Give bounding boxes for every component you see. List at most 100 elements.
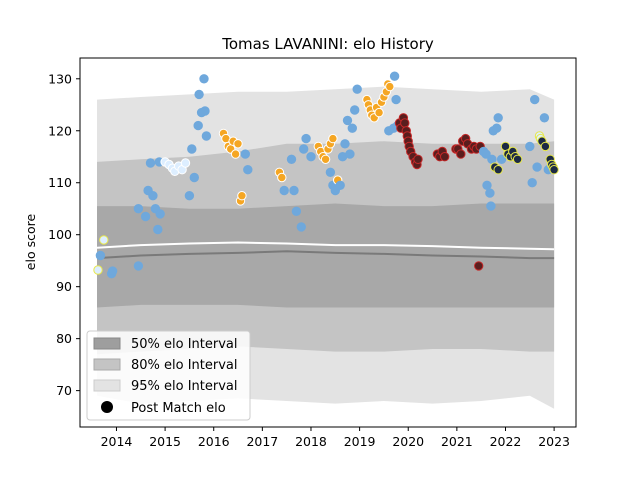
elo-point bbox=[201, 131, 212, 141]
elo-point bbox=[530, 94, 540, 105]
elo-point bbox=[342, 115, 353, 126]
elo-point bbox=[291, 206, 302, 217]
y-tick-label: 90 bbox=[56, 279, 72, 294]
x-tick-label: 2023 bbox=[538, 434, 570, 449]
x-axis: 2014 2015 2016 2017 2018 2019 2020 2021 2022 2023 bbox=[101, 427, 570, 449]
elo-point bbox=[233, 139, 243, 149]
elo-point bbox=[474, 261, 484, 271]
elo-point bbox=[487, 154, 497, 165]
mean-line bbox=[96, 241, 555, 251]
elo-point bbox=[492, 123, 502, 133]
elo-point bbox=[180, 158, 191, 168]
chart-title: Tomas LAVANINI: elo History bbox=[221, 35, 434, 53]
elo-point bbox=[325, 167, 336, 178]
elo-point bbox=[107, 266, 118, 276]
elo-point bbox=[199, 74, 209, 84]
y-tick-label: 100 bbox=[48, 227, 72, 242]
elo-point bbox=[400, 118, 410, 128]
elo-point bbox=[133, 261, 144, 271]
elo-point bbox=[549, 165, 559, 175]
elo-point bbox=[230, 149, 241, 159]
elo-point bbox=[320, 154, 331, 165]
band-50 bbox=[97, 203, 555, 308]
y-axis-label: elo score bbox=[23, 214, 38, 271]
elo-point bbox=[189, 172, 200, 183]
x-tick-label: 2014 bbox=[101, 434, 133, 449]
elo-point bbox=[413, 154, 423, 165]
x-tick-label: 2017 bbox=[246, 434, 278, 449]
elo-point bbox=[200, 106, 210, 116]
elo-point bbox=[385, 81, 395, 92]
elo-point bbox=[500, 141, 511, 152]
elo-point bbox=[485, 188, 495, 198]
x-tick-label: 2015 bbox=[149, 434, 181, 449]
elo-point bbox=[153, 224, 163, 235]
elo-point bbox=[193, 120, 203, 131]
elo-point bbox=[286, 154, 297, 165]
elo-point bbox=[493, 113, 503, 123]
legend-swatch-80 bbox=[93, 358, 121, 371]
elo-point bbox=[279, 185, 289, 196]
elo-point bbox=[340, 139, 350, 149]
y-tick-label: 130 bbox=[48, 71, 72, 86]
legend-label-50: 50% elo Interval bbox=[131, 337, 238, 352]
elo-point bbox=[440, 152, 450, 162]
elo-point bbox=[299, 144, 309, 154]
elo-point bbox=[345, 149, 355, 159]
legend-label-80: 80% elo Interval bbox=[131, 358, 238, 373]
elo-point bbox=[532, 162, 542, 172]
elo-point bbox=[95, 250, 106, 261]
elo-point bbox=[145, 158, 156, 168]
elo-point bbox=[133, 204, 144, 214]
plot-area bbox=[79, 57, 577, 428]
elo-point bbox=[93, 265, 103, 275]
y-tick-label: 110 bbox=[48, 175, 72, 190]
elo-point bbox=[194, 89, 204, 100]
elo-point bbox=[493, 165, 503, 175]
x-tick-label: 2021 bbox=[441, 434, 473, 449]
elo-interval-bands bbox=[97, 86, 555, 409]
elo-point bbox=[155, 209, 165, 219]
median-line bbox=[96, 250, 555, 260]
legend: 50% elo Interval 80% elo Interval 95% el… bbox=[86, 330, 251, 421]
y-tick-label: 70 bbox=[56, 383, 72, 398]
elo-point bbox=[527, 178, 537, 188]
elo-point bbox=[350, 105, 360, 115]
x-tick-label: 2019 bbox=[344, 434, 376, 449]
x-tick-label: 2018 bbox=[295, 434, 327, 449]
elo-point bbox=[328, 133, 338, 144]
elo-trend-lines bbox=[96, 241, 555, 260]
elo-point bbox=[148, 191, 158, 201]
x-tick-label: 2016 bbox=[198, 434, 230, 449]
y-tick-label: 80 bbox=[56, 331, 72, 346]
elo-point bbox=[243, 165, 253, 175]
legend-label-95: 95% elo Interval bbox=[131, 379, 238, 394]
elo-point bbox=[512, 154, 523, 165]
elo-point bbox=[184, 191, 195, 201]
legend-box bbox=[86, 330, 251, 421]
elo-point bbox=[140, 211, 151, 222]
legend-label-post-match: Post Match elo bbox=[131, 401, 226, 416]
y-tick-label: 120 bbox=[48, 123, 72, 138]
elo-point bbox=[456, 149, 466, 159]
elo-point bbox=[187, 144, 197, 154]
elo-point bbox=[391, 94, 401, 105]
elo-point bbox=[296, 222, 306, 232]
elo-point bbox=[237, 191, 247, 201]
elo-point bbox=[289, 185, 299, 196]
legend-marker-post-match bbox=[101, 401, 113, 413]
elo-point bbox=[374, 107, 384, 118]
elo-point bbox=[352, 84, 362, 94]
elo-point bbox=[306, 152, 316, 162]
x-tick-label: 2020 bbox=[392, 434, 424, 449]
elo-point bbox=[277, 172, 287, 183]
elo-point bbox=[486, 201, 496, 211]
elo-point bbox=[240, 149, 251, 159]
elo-point bbox=[335, 180, 345, 191]
plot-frame bbox=[79, 57, 577, 428]
post-match-elo-points bbox=[93, 71, 559, 279]
elo-point bbox=[347, 123, 357, 133]
legend-swatch-95 bbox=[93, 379, 121, 392]
elo-point bbox=[481, 149, 491, 159]
